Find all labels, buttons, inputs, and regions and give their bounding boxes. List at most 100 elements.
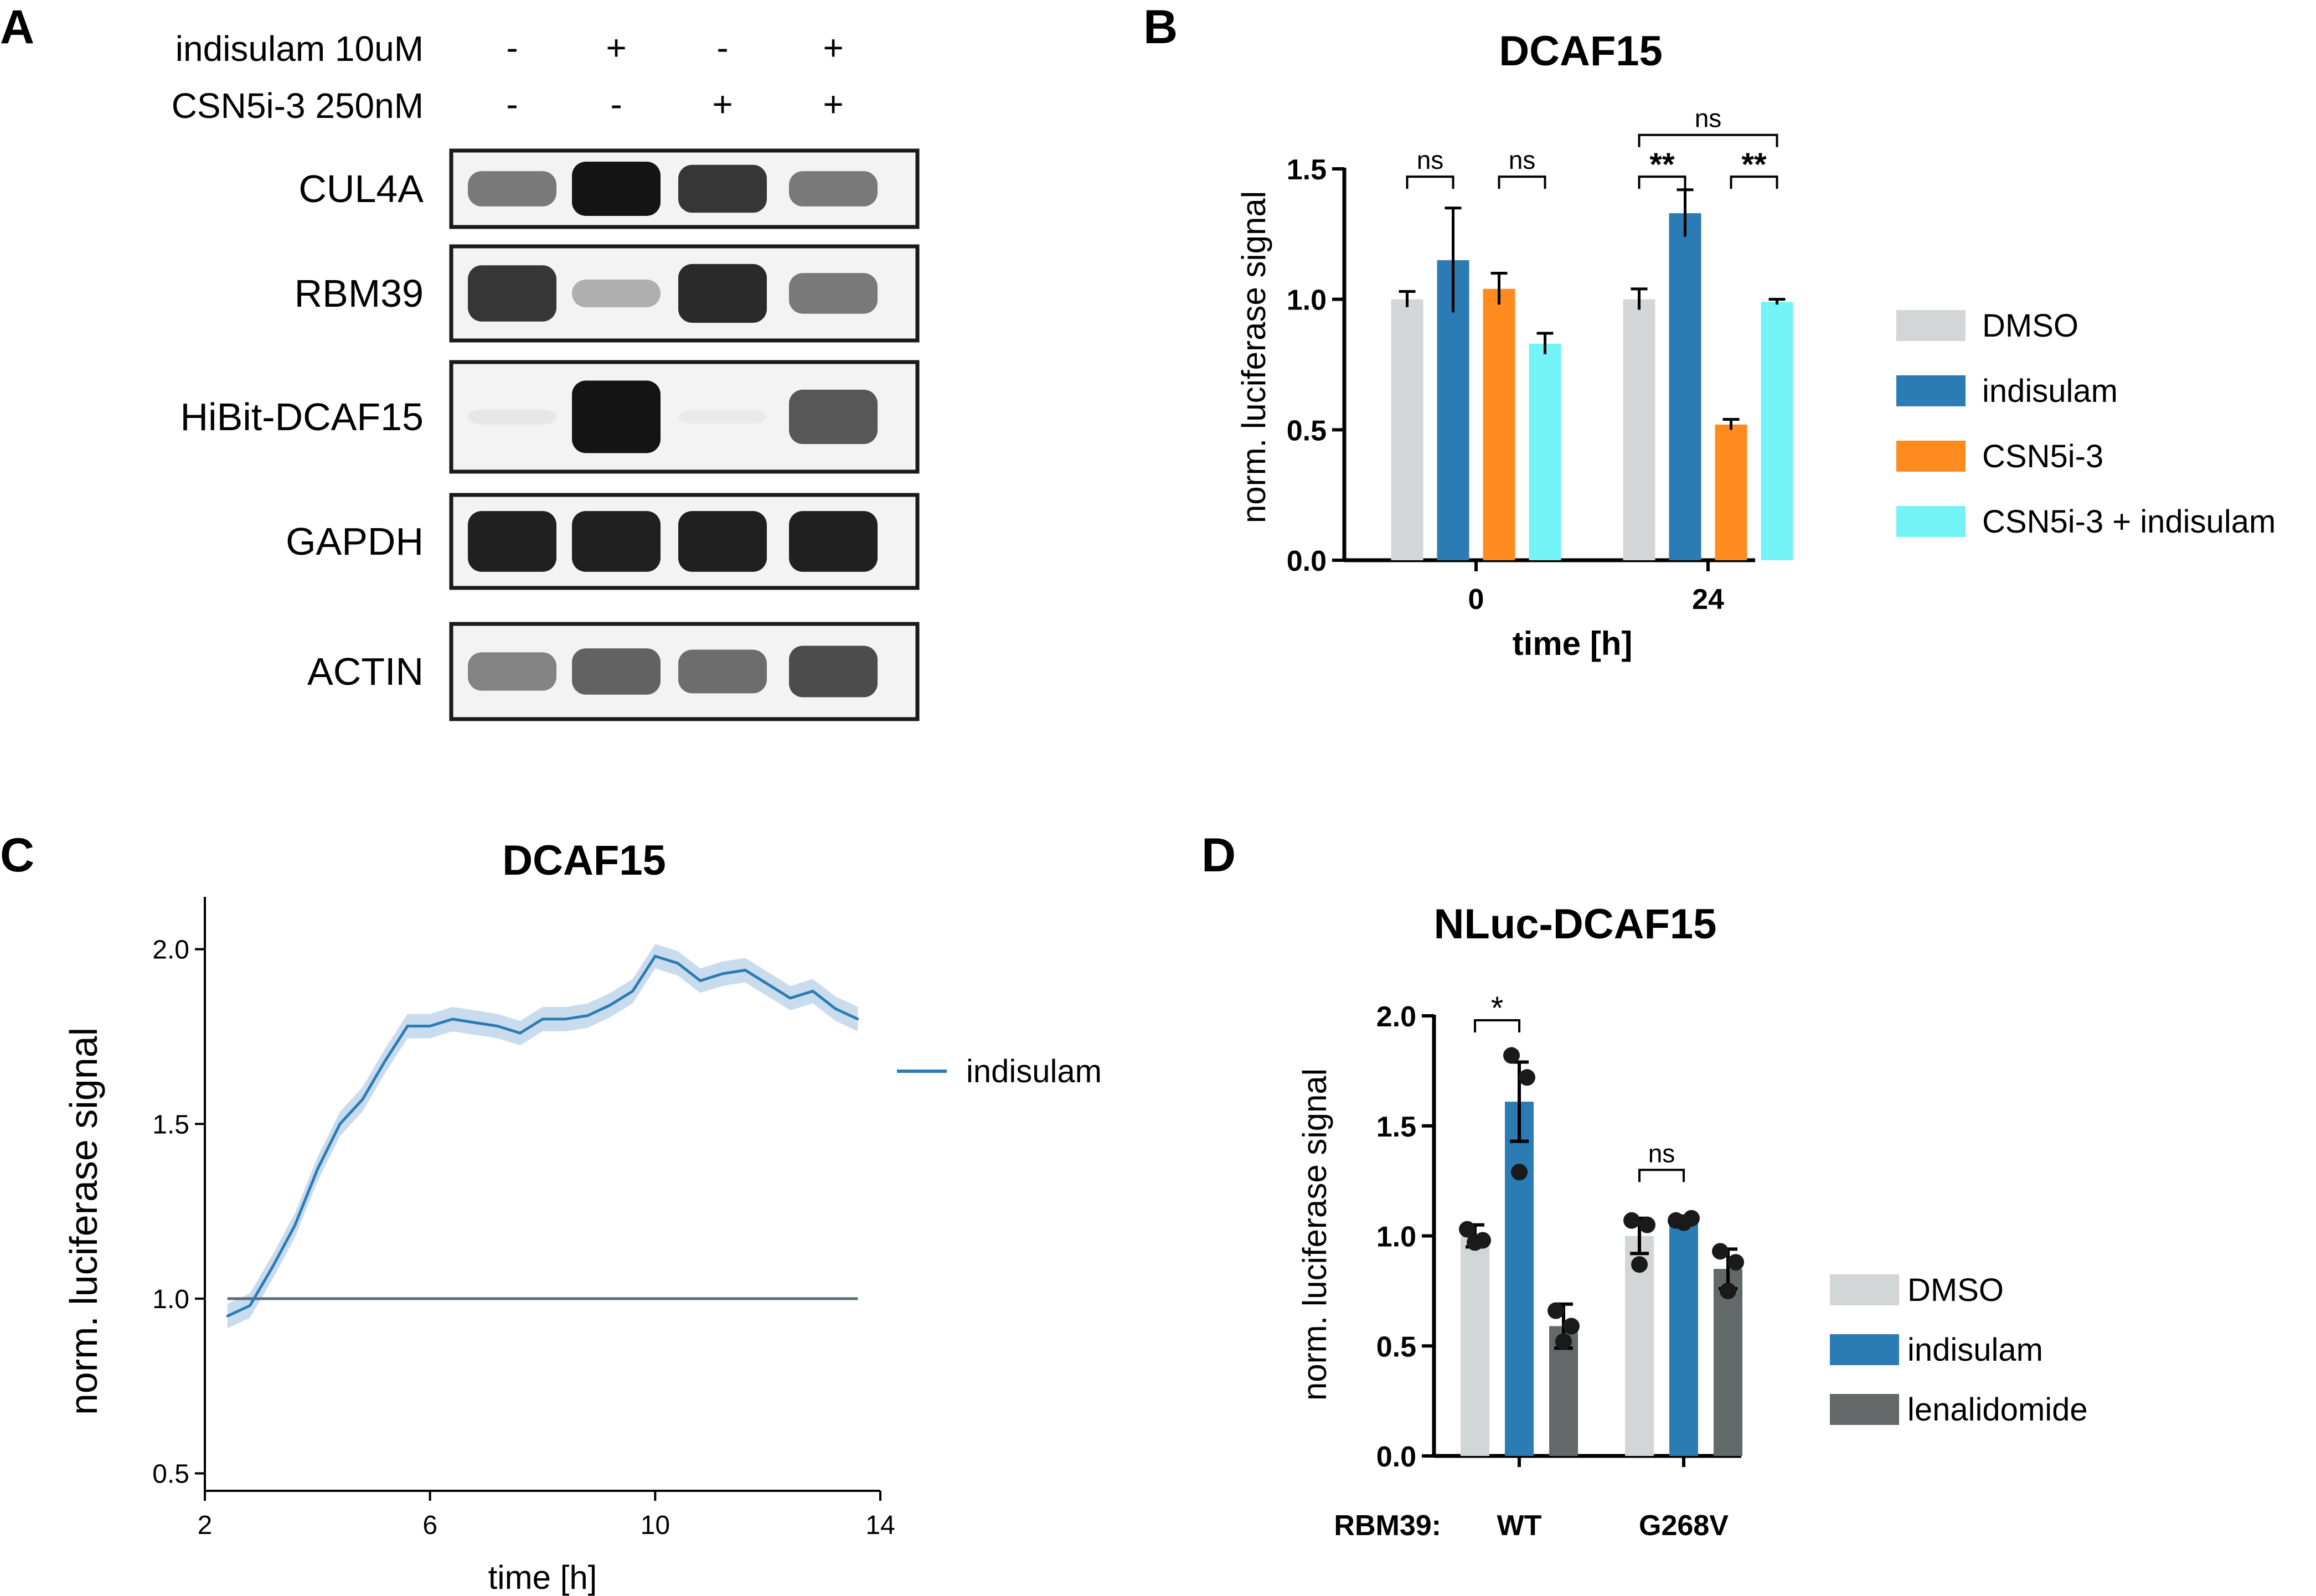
chart-d-bar-indisulam — [1505, 1102, 1534, 1456]
chart-b-legend-swatch — [1896, 441, 1966, 472]
chart-d-legend-swatch — [1830, 1274, 1899, 1305]
chart-d-bars — [1459, 1047, 1744, 1456]
chart-b-sig-bracket — [1638, 175, 1686, 189]
chart-c: DCAF15 norm. luciferase signal time [h] … — [62, 837, 1102, 1596]
chart-d-sig-bracket — [1638, 1169, 1685, 1182]
chart-d-legend-swatch — [1830, 1394, 1899, 1425]
blot-band — [468, 409, 556, 425]
chart-b-error-bar — [1631, 287, 1648, 310]
chart-c-data-point — [677, 962, 679, 964]
sign-csn5i3-lane-3: + — [712, 84, 733, 124]
blot-band — [678, 164, 767, 213]
chart-d-replicate-point — [1639, 1216, 1655, 1233]
chart-d-replicate-point — [1467, 1234, 1483, 1251]
chart-c-x-tick-label: 2 — [198, 1511, 213, 1540]
blot-band — [468, 511, 556, 572]
western-blot-panel: indisulam 10uM CSN5i-3 250nM - + - + - - + + CU… — [172, 28, 920, 721]
chart-d-bar-indisulam — [1669, 1220, 1698, 1456]
chart-d-legend-swatch — [1830, 1334, 1899, 1365]
chart-b-legend: DMSO indisulam CSN5i-3 CSN5i-3 + indisulam — [1896, 308, 2276, 540]
chart-c-data-point — [249, 1304, 251, 1307]
chart-d-y-tick-label: 2.0 — [1376, 1001, 1416, 1033]
chart-c-data-point — [271, 1266, 274, 1269]
blot-band — [789, 645, 878, 698]
treatment-signs: - + - + - - + + — [506, 28, 843, 124]
chart-d-replicate-point — [1555, 1333, 1572, 1350]
treatment-label-indisulam: indisulam 10uM — [176, 29, 424, 69]
blot-band — [789, 389, 878, 445]
chart-d-sig-label: ns — [1648, 1139, 1675, 1168]
chart-d-significance: * ns — [1474, 990, 1685, 1182]
chart-d-y-tick-label: 1.5 — [1376, 1111, 1416, 1143]
chart-d-legend-label: indisulam — [1907, 1332, 2043, 1368]
chart-c-axes: 0.5 1.0 1.5 2.0 2 6 10 14 — [152, 897, 895, 1540]
blot-band — [678, 264, 767, 323]
chart-d-x-tick-label: G268V — [1639, 1510, 1729, 1542]
blot-row-label: GAPDH — [286, 520, 424, 563]
blot-band — [468, 171, 556, 206]
panel-label-c: C — [0, 829, 34, 882]
chart-d-replicate-point — [1563, 1318, 1580, 1335]
chart-d-replicate-point — [1727, 1254, 1744, 1271]
chart-c-plot — [226, 944, 859, 1329]
chart-b-sig-label: ns — [1509, 146, 1536, 174]
sign-csn5i3-lane-2: - — [610, 84, 622, 124]
blot-row-label: HiBit-DCAF15 — [180, 395, 424, 438]
chart-b-error-bar — [1722, 417, 1740, 430]
chart-b-error-bar — [1677, 188, 1694, 237]
chart-d: NLuc-DCAF15 norm. luciferase signal RBM3… — [1296, 901, 2088, 1542]
chart-c-data-point — [496, 1025, 499, 1027]
blot-row-label: RBM39 — [295, 272, 424, 315]
chart-b-sig-bracket — [1730, 175, 1778, 189]
chart-b-error-bar — [1536, 332, 1554, 354]
chart-c-data-point — [406, 1025, 409, 1027]
panel-label-a: A — [0, 1, 34, 54]
sign-indisulam-lane-4: + — [823, 28, 843, 68]
chart-d-y-tick-label: 0.5 — [1376, 1331, 1416, 1363]
chart-c-y-tick-label: 1.0 — [152, 1285, 189, 1314]
chart-c-data-point — [474, 1021, 476, 1024]
chart-c-data-point — [857, 1017, 859, 1020]
chart-c-y-tick-label: 1.5 — [152, 1110, 189, 1139]
chart-b-legend-swatch — [1896, 310, 1966, 341]
chart-d-ylabel: norm. luciferase signal — [1296, 1068, 1333, 1401]
chart-d-legend-label: lenalidomide — [1907, 1392, 2088, 1428]
chart-c-data-point — [609, 1004, 611, 1006]
chart-b-legend-label: CSN5i-3 + indisulam — [1982, 504, 2276, 540]
panel-label-d: D — [1201, 829, 1236, 882]
chart-b-sig-label: ** — [1649, 147, 1675, 183]
chart-c-data-point — [766, 983, 769, 985]
chart-c-data-point — [699, 979, 701, 982]
sign-indisulam-lane-2: + — [606, 28, 626, 68]
chart-c-legend-label: indisulam — [966, 1053, 1102, 1089]
chart-b-sig-bracket — [1406, 175, 1454, 189]
blot-rows: CUL4A RBM39 HiBit-DCAF15 GAPDH ACTIN — [180, 148, 920, 721]
chart-b-legend-label: indisulam — [1982, 373, 2118, 409]
chart-d-replicate-point — [1459, 1221, 1476, 1238]
chart-c-data-point — [519, 1032, 522, 1035]
chart-d-group-axis-label: RBM39: — [1334, 1510, 1441, 1542]
chart-b-sig-label: ns — [1695, 104, 1722, 133]
chart-c-data-point — [226, 1315, 229, 1318]
chart-d-legend-label: DMSO — [1907, 1272, 2004, 1308]
blot-row-label: ACTIN — [307, 650, 424, 693]
chart-b-bar-dmso — [1623, 299, 1655, 560]
chart-c-confidence-band — [227, 944, 858, 1329]
chart-d-sig-bracket — [1474, 1019, 1520, 1032]
chart-c-data-point — [789, 997, 792, 1000]
chart-b-sig-bracket — [1638, 133, 1778, 147]
blot-band — [789, 511, 878, 572]
chart-b-legend-label: CSN5i-3 — [1982, 438, 2103, 474]
chart-c-data-point — [744, 969, 746, 972]
chart-d-replicate-point — [1503, 1047, 1520, 1064]
chart-d-legend: DMSO indisulam lenalidomide — [1830, 1272, 2088, 1428]
chart-b-y-tick-label: 0.0 — [1287, 545, 1327, 577]
chart-b-significance: ns ns ** ** ns — [1406, 104, 1778, 189]
treatment-label-csn5i3: CSN5i-3 250nM — [172, 86, 424, 126]
chart-b-xlabel: time [h] — [1513, 625, 1633, 662]
chart-d-axes: 0.0 0.5 1.0 1.5 2.0 WT G268V — [1376, 1001, 1741, 1542]
blot-band — [468, 265, 556, 322]
chart-c-data-point — [812, 990, 814, 993]
chart-c-data-point — [721, 972, 724, 975]
